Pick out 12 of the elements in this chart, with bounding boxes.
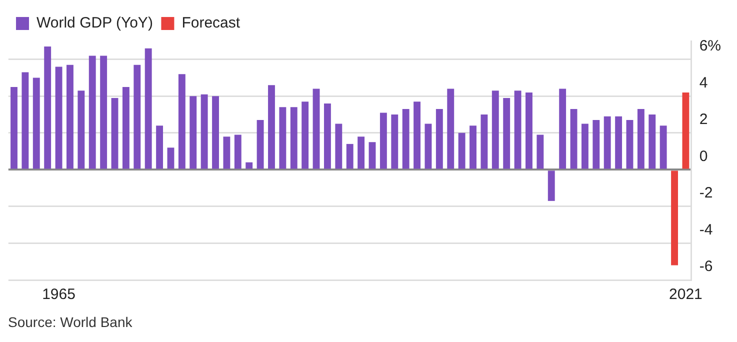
y-tick-label: -4 <box>699 221 713 238</box>
legend-label: Forecast <box>182 14 241 32</box>
source-note: Source: World Bank <box>8 314 134 330</box>
y-tick-label: -2 <box>699 184 713 202</box>
legend-label: World GDP (YoY) <box>36 14 153 32</box>
y-tick-label: 0 <box>699 148 708 165</box>
x-tick-label: 2021 <box>669 286 702 304</box>
y-tick-label: 6% <box>699 38 722 55</box>
y-tick-label: -6 <box>699 258 713 276</box>
y-tick-label: 4 <box>699 74 708 92</box>
x-tick-label: 1965 <box>42 286 76 304</box>
y-tick-label: 2 <box>699 111 708 128</box>
